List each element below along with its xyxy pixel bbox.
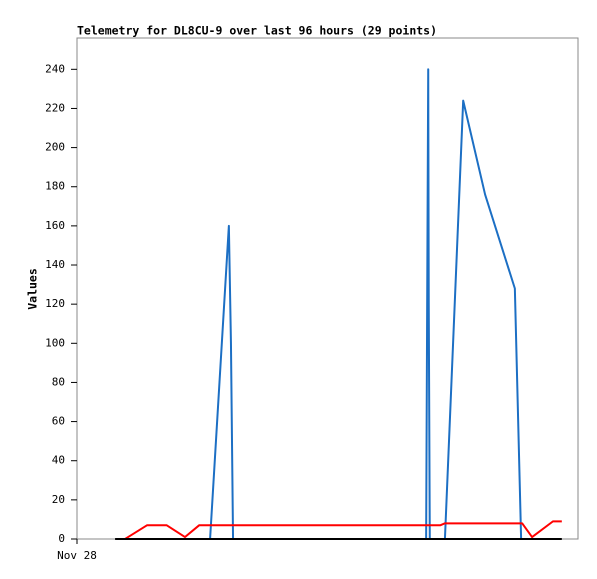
y-tick-label: 80 bbox=[52, 375, 65, 388]
chart-title: Telemetry for DL8CU-9 over last 96 hours… bbox=[77, 24, 437, 38]
y-tick-label: 40 bbox=[52, 454, 65, 467]
y-tick-label: 20 bbox=[52, 493, 65, 506]
plot-area bbox=[76, 37, 579, 540]
y-tick-label: 0 bbox=[58, 532, 65, 545]
y-tick-label: 120 bbox=[45, 297, 65, 310]
series-line bbox=[124, 520, 562, 540]
y-axis-label: Values bbox=[26, 268, 40, 310]
y-tick-label: 60 bbox=[52, 415, 65, 428]
y-tick-label: 240 bbox=[45, 62, 65, 75]
y-tick-label: 200 bbox=[45, 141, 65, 154]
series-line bbox=[209, 68, 523, 540]
y-tick-label: 160 bbox=[45, 219, 65, 232]
x-tick-label: Nov 28 bbox=[57, 549, 97, 562]
y-tick-label: 140 bbox=[45, 258, 65, 271]
y-tick-label: 100 bbox=[45, 336, 65, 349]
y-tick-label: 180 bbox=[45, 180, 65, 193]
y-tick-label: 220 bbox=[45, 101, 65, 114]
